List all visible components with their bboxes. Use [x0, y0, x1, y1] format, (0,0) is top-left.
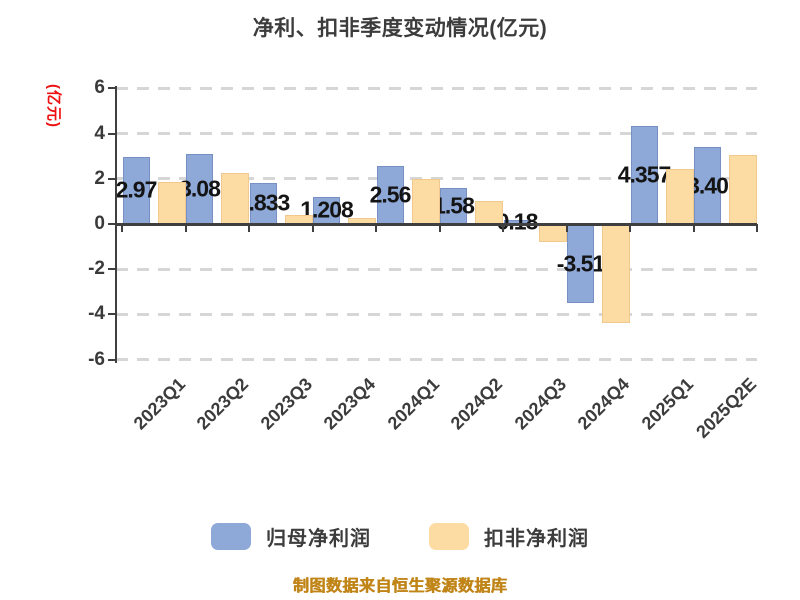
source-note: 制图数据来自恒生聚源数据库 — [292, 578, 508, 595]
x-tick-mark — [248, 224, 250, 232]
gridline-y-6 — [116, 358, 757, 362]
legend-item-net-profit: 归母净利润 — [211, 522, 371, 551]
y-tick-label: 4 — [94, 122, 105, 144]
x-tick-mark — [756, 224, 758, 232]
bar-归母净利润-2023Q4 — [313, 196, 340, 224]
y-tick-label: -4 — [88, 303, 105, 325]
bar-扣非净利润-2023Q2 — [221, 173, 249, 224]
x-tick-mark — [438, 224, 441, 232]
data-label-2025Q2E: 3.40 — [687, 172, 729, 199]
bar-归母净利润-2023Q1 — [122, 156, 150, 224]
legend-label-net-profit: 归母净利润 — [266, 528, 371, 550]
x-axis-zero-line — [116, 223, 757, 226]
data-label-2024Q2: 1.58 — [433, 192, 475, 219]
bar-扣非净利润-2024Q3 — [538, 224, 567, 243]
bar-扣非净利润-2025Q1 — [665, 168, 694, 224]
legend-item-deducted-profit: 扣非净利润 — [429, 522, 589, 551]
y-tick-label: 2 — [94, 167, 105, 189]
x-tick-mark — [375, 224, 377, 232]
x-tick-mark — [121, 224, 123, 232]
y-tick-mark — [108, 223, 115, 225]
legend-swatch-yellow — [429, 523, 469, 550]
bar-归母净利润-2024Q2 — [440, 188, 467, 224]
gridline-y-4 — [116, 312, 757, 316]
legend-label-deducted-profit: 扣非净利润 — [484, 528, 589, 550]
data-label-2024Q1: 2.56 — [369, 181, 412, 208]
bar-扣非净利润-2025Q2E — [729, 155, 757, 224]
bar-扣非净利润-2024Q1 — [411, 178, 440, 224]
y-tick-label: -2 — [88, 258, 105, 280]
x-tick-mark — [629, 224, 631, 232]
x-tick-mark — [311, 224, 314, 232]
data-label-2024Q4: -3.51 — [556, 250, 605, 277]
bar-扣非净利润-2023Q1 — [157, 182, 186, 224]
data-label-2023Q2: 3.08 — [179, 175, 221, 202]
y-tick-mark — [108, 358, 115, 361]
data-label-2025Q1: 4.357 — [617, 161, 672, 188]
y-tick-label: -6 — [88, 348, 105, 370]
gridline-y-2 — [116, 267, 757, 271]
bar-归母净利润-2023Q3 — [249, 182, 277, 224]
y-axis-unit-label: (亿元) — [45, 84, 62, 128]
y-axis-line — [115, 86, 117, 363]
chart-title: 净利、扣非季度变动情况(亿元) — [252, 17, 548, 40]
bar-归母净利润-2024Q4 — [567, 224, 594, 304]
bar-扣非净利润-2024Q4 — [602, 224, 630, 324]
y-tick-mark — [108, 132, 115, 135]
bar-归母净利润-2025Q1 — [630, 125, 658, 224]
x-tick-mark — [565, 224, 568, 232]
y-tick-label: 6 — [94, 77, 105, 99]
y-tick-mark — [108, 268, 115, 271]
x-tick-mark — [184, 224, 187, 232]
y-tick-mark — [108, 177, 115, 180]
legend: 归母净利润 扣非净利润 — [0, 522, 800, 551]
y-tick-label: 0 — [94, 213, 105, 234]
y-tick-mark — [108, 313, 115, 316]
y-tick-mark — [108, 87, 115, 90]
x-tick-mark — [502, 224, 504, 232]
legend-swatch-blue — [211, 523, 251, 550]
gridline-y6 — [116, 86, 757, 90]
data-label-2023Q1: 2.97 — [115, 176, 158, 203]
x-tick-mark — [692, 224, 695, 232]
bar-扣非净利润-2024Q2 — [475, 201, 503, 224]
bar-归母净利润-2025Q2E — [694, 147, 721, 224]
gridline-y4 — [116, 132, 757, 136]
